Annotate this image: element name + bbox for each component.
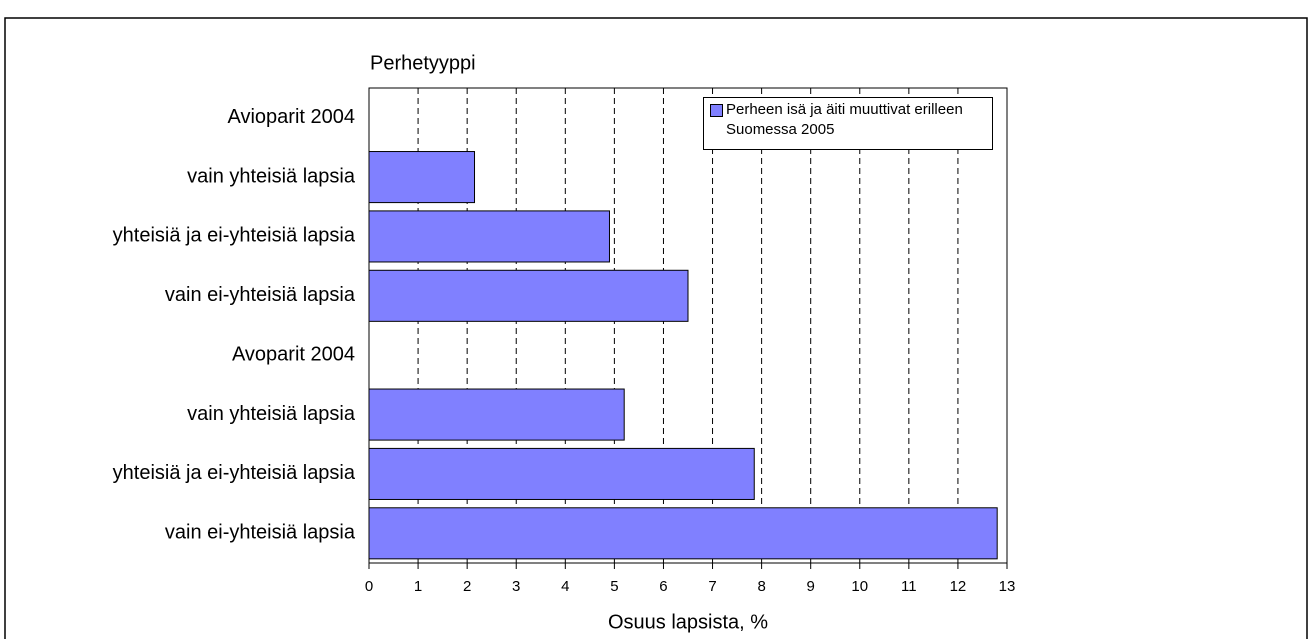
legend-label: Perheen isä ja äiti muuttivat erilleen S… [726,101,963,138]
x-axis-label: Osuus lapsista, % [608,611,768,633]
x-tick-label: 12 [950,578,967,595]
y-tick-label: vain yhteisiä lapsia [187,403,356,425]
x-tick-label: 5 [610,578,618,595]
bar [368,447,755,500]
bar [368,507,998,560]
plot-border [368,87,1008,564]
x-tick-label: 0 [365,578,373,595]
x-tick-label: 8 [757,578,765,595]
legend-swatch [710,104,723,117]
x-tick-label: 4 [561,578,569,595]
x-tick-label: 3 [512,578,520,595]
x-tick-label: 13 [999,578,1016,595]
legend: Perheen isä ja äiti muuttivat erilleen S… [703,97,993,150]
y-tick-label: yhteisiä ja ei-yhteisiä lapsia [113,462,356,484]
y-tick-label: yhteisiä ja ei-yhteisiä lapsia [113,225,356,247]
x-tick-label: 11 [901,578,917,595]
x-tick-label: 7 [708,578,716,595]
chart-frame [4,17,1308,639]
y-tick-label: vain ei-yhteisiä lapsia [165,522,356,544]
y-tick-label: Avioparit 2004 [228,106,356,128]
y-tick-label: Avoparit 2004 [232,343,355,365]
bar [368,388,625,441]
x-tick-label: 9 [807,578,815,595]
y-tick-label: vain yhteisiä lapsia [187,165,356,187]
y-axis-label: Perhetyyppi [370,52,476,74]
x-tick-label: 6 [659,578,667,595]
x-tick-label: 1 [414,578,422,595]
bar [368,269,689,322]
bar [368,151,476,204]
y-tick-label: vain ei-yhteisiä lapsia [165,284,356,306]
x-tick-label: 10 [851,578,868,595]
bar [368,210,610,263]
x-tick-label: 2 [463,578,471,595]
